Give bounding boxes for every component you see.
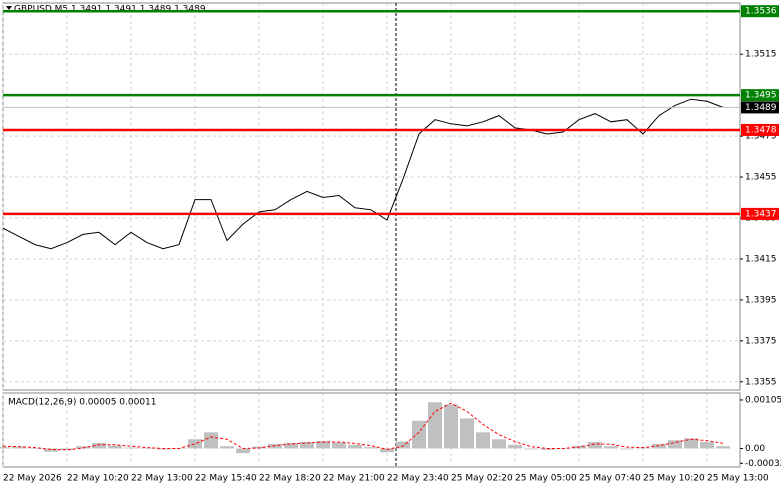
- macd-bar: [684, 438, 698, 449]
- macd-bar: [188, 439, 202, 449]
- macd-bar: [540, 448, 554, 450]
- macd-bar: [108, 445, 122, 449]
- macd-bar: [76, 446, 90, 449]
- y-tick-label: 1.3375: [745, 336, 777, 346]
- chart-title: GBPUSD,M5 1.3491 1.3491 1.3489 1.3489: [14, 5, 206, 15]
- macd-bar: [236, 448, 250, 454]
- macd-bar: [700, 442, 714, 449]
- macd-bar: [60, 448, 74, 450]
- macd-bar: [300, 442, 314, 449]
- macd-bar: [444, 404, 458, 449]
- x-tick-label: 25 May 13:00: [707, 474, 769, 484]
- y-tick-label: 1.3455: [745, 173, 777, 183]
- macd-bar: [28, 448, 42, 449]
- level-label: 1.3437: [745, 209, 777, 219]
- y-tick-label: 1.3395: [745, 295, 777, 305]
- macd-bar: [604, 446, 618, 449]
- macd-bar: [492, 439, 506, 449]
- macd-bar: [92, 442, 106, 449]
- price-line: [2, 98, 724, 250]
- macd-bar: [316, 441, 330, 449]
- x-tick-label: 25 May 07:40: [579, 474, 641, 484]
- x-tick-label: 25 May 05:00: [515, 474, 577, 484]
- macd-bar: [620, 448, 634, 450]
- macd-bar: [476, 432, 490, 449]
- macd-bar: [348, 444, 362, 449]
- last-price-label: 1.3489: [745, 103, 777, 113]
- symbol-icon: [6, 6, 12, 10]
- x-tick-label: 22 May 10:20: [67, 474, 129, 484]
- x-tick-label: 22 May 2026: [3, 474, 62, 484]
- y-tick-label: -0.00032: [745, 459, 781, 469]
- macd-bar: [0, 447, 10, 449]
- level-label-box: [741, 89, 779, 102]
- level-label: 1.3495: [745, 91, 777, 101]
- macd-bar: [412, 420, 426, 449]
- macd-bar: [220, 446, 234, 449]
- macd-bar: [140, 448, 154, 449]
- x-tick-label: 22 May 18:20: [259, 474, 321, 484]
- macd-bar: [124, 447, 138, 449]
- x-tick-label: 22 May 15:40: [195, 474, 257, 484]
- y-tick-label: 1.3415: [745, 254, 777, 264]
- x-tick-label: 22 May 21:00: [323, 474, 385, 484]
- y-tick-label: 1.3355: [745, 377, 777, 387]
- macd-title: MACD(12,26,9) 0.00005 0.00011: [8, 398, 157, 408]
- x-tick-label: 25 May 10:20: [643, 474, 705, 484]
- macd-bar: [332, 442, 346, 449]
- macd-bar: [508, 444, 522, 449]
- macd-bar: [364, 447, 378, 449]
- level-label-box: [741, 207, 779, 220]
- macd-bar: [380, 448, 394, 453]
- macd-bar: [204, 432, 218, 449]
- macd-bar: [428, 402, 442, 449]
- signal-line: [2, 402, 724, 451]
- x-tick-label: 22 May 13:00: [131, 474, 193, 484]
- macd-bar: [12, 446, 26, 449]
- price-panel: [2, 2, 741, 391]
- y-tick-label: 1.3515: [745, 50, 777, 60]
- macd-bar: [588, 442, 602, 449]
- macd-bar: [524, 448, 538, 450]
- macd-bar: [716, 446, 730, 449]
- x-tick-label: 25 May 02:20: [451, 474, 513, 484]
- level-label-box: [741, 123, 779, 136]
- level-label-box: [741, 5, 779, 18]
- macd-bar: [284, 442, 298, 449]
- macd-bar: [460, 418, 474, 449]
- last-price-box: [741, 101, 779, 114]
- macd-bar: [396, 441, 410, 449]
- macd-bar: [668, 440, 682, 449]
- macd-bar: [44, 448, 58, 452]
- y-tick-label: 0.00: [745, 444, 765, 454]
- level-label: 1.3536: [745, 7, 777, 17]
- y-tick-label: 0.00105: [745, 395, 781, 405]
- level-label: 1.3478: [745, 125, 777, 135]
- x-tick-label: 22 May 23:40: [387, 474, 449, 484]
- y-tick-label: 1.3475: [745, 132, 777, 142]
- macd-panel: [2, 392, 741, 468]
